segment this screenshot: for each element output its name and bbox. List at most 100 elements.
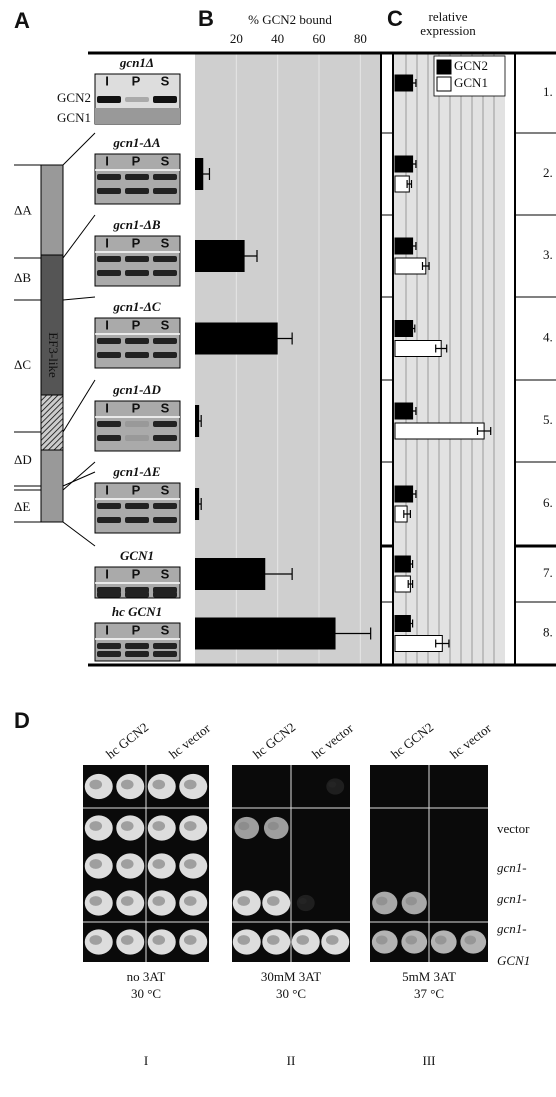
- band: [97, 503, 121, 509]
- band: [153, 188, 177, 194]
- column-label: hc vector: [166, 720, 214, 762]
- colony-texture: [376, 897, 387, 906]
- bar: [395, 258, 426, 274]
- row-label: gcn1-: [497, 860, 527, 875]
- band: [125, 421, 149, 427]
- band: [125, 338, 149, 344]
- band: [125, 517, 149, 523]
- colony-texture: [406, 897, 417, 906]
- x-tick-label: 40: [271, 31, 284, 46]
- band: [125, 503, 149, 509]
- legend-swatch: [437, 77, 451, 91]
- colony-texture: [152, 935, 165, 945]
- domain-label: ΔD: [14, 452, 32, 467]
- colony-texture: [184, 821, 197, 831]
- lane-label: P: [132, 400, 141, 415]
- column-label: hc GCN2: [388, 719, 436, 761]
- column-label: hc GCN2: [103, 719, 151, 761]
- band: [97, 270, 121, 276]
- condition: 5mM 3AT: [402, 969, 456, 984]
- colony-texture: [267, 935, 280, 945]
- strain-label: GCN1: [120, 548, 154, 563]
- colony-texture: [376, 935, 388, 944]
- legend-label: GCN2: [454, 58, 488, 73]
- panel-label: D: [14, 708, 30, 733]
- colony-texture: [152, 780, 165, 790]
- band: [153, 651, 177, 657]
- band: [97, 421, 121, 427]
- band: [153, 174, 177, 180]
- colony-texture: [299, 898, 307, 904]
- band: [125, 174, 149, 180]
- blot-label: GCN2: [57, 90, 91, 105]
- x-tick-label: 80: [354, 31, 367, 46]
- band: [153, 517, 177, 523]
- strain-label: gcn1-ΔE: [112, 464, 160, 479]
- colony-texture: [152, 821, 165, 831]
- colony-texture: [184, 935, 197, 945]
- colony-texture: [238, 822, 249, 831]
- colony-texture: [121, 821, 134, 831]
- strain-label: gcn1-ΔC: [112, 299, 160, 314]
- band: [153, 270, 177, 276]
- band: [97, 592, 121, 598]
- colony-texture: [89, 935, 102, 945]
- domain-label: ΔE: [14, 499, 30, 514]
- colony-texture: [89, 896, 102, 906]
- row-number: 7.: [543, 565, 553, 580]
- band: [97, 651, 121, 657]
- lane-label: P: [132, 235, 141, 250]
- lane-label: I: [105, 235, 109, 250]
- band: [153, 643, 177, 649]
- colony-texture: [267, 896, 280, 906]
- band: [125, 592, 149, 598]
- connector: [63, 462, 95, 490]
- condition: no 3AT: [127, 969, 166, 984]
- band: [125, 435, 149, 441]
- condition: 37 °C: [414, 986, 444, 1001]
- band: [153, 592, 177, 598]
- hatched: [41, 395, 63, 450]
- colony-texture: [152, 859, 165, 869]
- figure: A B C D % GCN2 bound20406080relativeexpr…: [0, 0, 556, 1097]
- band: [153, 352, 177, 358]
- row-label: GCN1: [497, 953, 530, 968]
- lane-label: P: [132, 622, 141, 637]
- colony-texture: [328, 781, 336, 787]
- strain-label: hc GCN1: [112, 604, 162, 619]
- lane-label: I: [105, 482, 109, 497]
- band: [125, 270, 149, 276]
- lane-label: S: [161, 400, 170, 415]
- row-number: 3.: [543, 247, 553, 262]
- lane-label: I: [105, 400, 109, 415]
- colony-texture: [405, 935, 417, 944]
- band: [153, 503, 177, 509]
- lane-label: S: [161, 235, 170, 250]
- band: [153, 435, 177, 441]
- lane-label: S: [161, 153, 170, 168]
- colony-texture: [296, 935, 309, 945]
- band: [153, 96, 177, 103]
- plot-area: [393, 53, 505, 665]
- plate-number: II: [287, 1053, 296, 1068]
- row-number: 8.: [543, 624, 553, 639]
- lane-label: P: [132, 482, 141, 497]
- band: [97, 174, 121, 180]
- lane-label: S: [161, 622, 170, 637]
- band: [153, 338, 177, 344]
- colony-texture: [184, 896, 197, 906]
- band: [153, 421, 177, 427]
- colony-texture: [152, 896, 165, 906]
- lane-label: S: [161, 73, 170, 88]
- colony-texture: [89, 821, 102, 831]
- row-number: 4.: [543, 329, 553, 344]
- x-tick-label: 60: [313, 31, 326, 46]
- colony-texture: [435, 935, 447, 944]
- strain-label: gcn1-ΔA: [112, 135, 160, 150]
- strain-label: gcn1-ΔB: [112, 217, 160, 232]
- colony-texture: [184, 859, 197, 869]
- lane-label: I: [105, 317, 109, 332]
- plate-number: I: [144, 1053, 148, 1068]
- colony-texture: [237, 896, 250, 906]
- band: [97, 338, 121, 344]
